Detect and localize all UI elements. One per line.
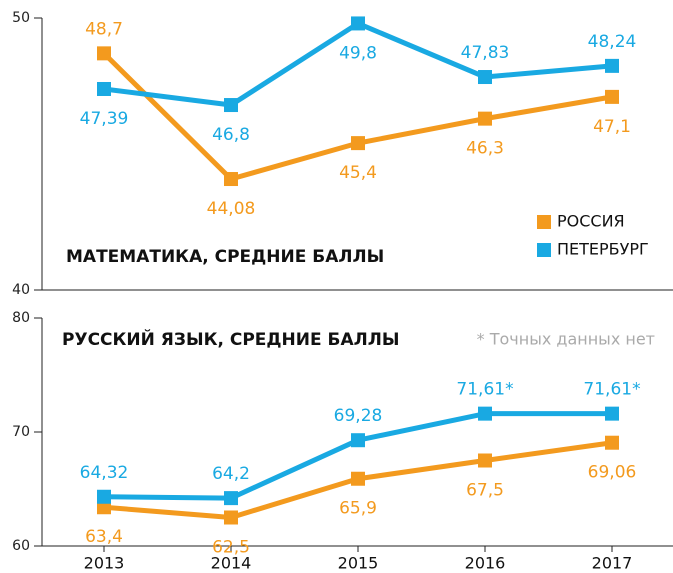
marker (351, 16, 365, 31)
marker (351, 136, 365, 151)
x-tick-label: 2014 (211, 554, 252, 573)
chart-title: РУССКИЙ ЯЗЫК, СРЕДНИЕ БАЛЛЫ (62, 328, 400, 350)
x-tick-label: 2013 (84, 554, 125, 573)
marker (224, 98, 238, 113)
data-label: 67,5 (466, 481, 504, 501)
marker (605, 406, 619, 421)
line (103, 20, 613, 108)
legend-label: РОССИЯ (557, 212, 625, 231)
y-tick-label: 40 (12, 282, 30, 298)
data-label: 62,5 (212, 538, 250, 558)
data-label: 48,7 (85, 19, 123, 39)
data-label: 44,08 (207, 199, 256, 219)
marker (97, 489, 111, 504)
data-label: 47,83 (461, 43, 510, 63)
data-label: 63,4 (85, 527, 123, 547)
marker (605, 89, 619, 104)
marker (224, 491, 238, 506)
data-label: 71,61* (456, 380, 513, 400)
legend-swatch (537, 243, 551, 257)
data-label: 71,61* (583, 380, 640, 400)
data-label: 45,4 (339, 163, 377, 183)
marker (97, 81, 111, 96)
marker (97, 46, 111, 61)
data-label: 46,8 (212, 125, 250, 145)
y-tick-label: 50 (12, 10, 30, 26)
x-tick-label: 2015 (338, 554, 379, 573)
y-tick-label: 80 (12, 310, 30, 326)
data-label: 65,9 (339, 499, 377, 519)
data-label: 69,28 (334, 406, 383, 426)
y-tick-label: 70 (12, 424, 30, 440)
marker (605, 435, 619, 450)
legend-label: ПЕТЕРБУРГ (557, 240, 649, 259)
marker (478, 111, 492, 126)
marker (605, 58, 619, 73)
annotation: * Точных данных нет (477, 330, 655, 349)
marker (478, 70, 492, 85)
marker (224, 172, 238, 187)
data-label: 46,3 (466, 139, 504, 159)
data-label: 48,24 (588, 32, 637, 52)
chart-title: МАТЕМАТИКА, СРЕДНИЕ БАЛЛЫ (66, 247, 384, 267)
data-label: 64,32 (80, 463, 129, 483)
data-label: 49,8 (339, 43, 377, 63)
data-label: 69,06 (588, 463, 637, 483)
x-tick-label: 2017 (592, 554, 633, 573)
y-tick-label: 60 (12, 538, 30, 554)
marker (351, 433, 365, 448)
data-label: 47,1 (593, 117, 631, 137)
marker (351, 471, 365, 486)
data-label: 64,2 (212, 464, 250, 484)
x-tick-label: 2016 (465, 554, 506, 573)
marker (478, 406, 492, 421)
marker (478, 453, 492, 468)
data-label: 47,39 (80, 109, 129, 129)
legend-swatch (537, 215, 551, 229)
marker (224, 510, 238, 525)
